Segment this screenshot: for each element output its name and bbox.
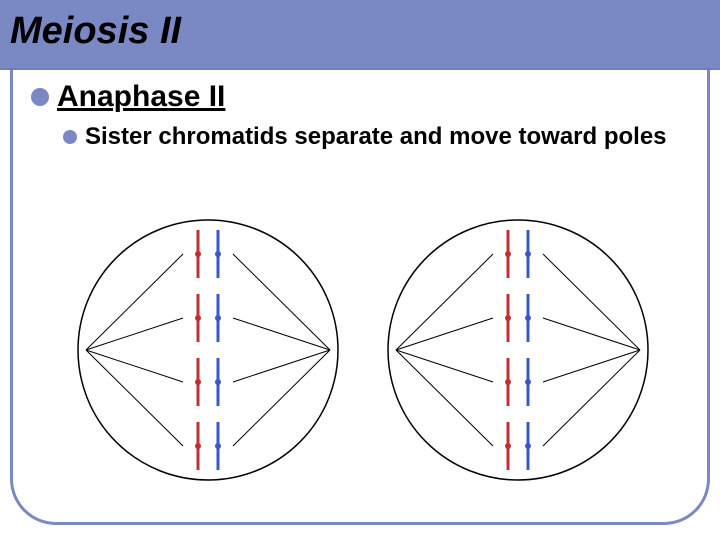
cell-diagram-row	[13, 210, 713, 490]
bullet-level1-text: Anaphase II	[57, 80, 225, 114]
slide-title: Meiosis II	[10, 10, 181, 53]
bullet-level2-text: Sister chromatids separate and move towa…	[85, 122, 667, 152]
bullet-level1: Anaphase II	[31, 80, 225, 114]
bullet-dot-icon	[31, 88, 49, 106]
slide: Meiosis II Anaphase II Sister chromatids…	[0, 0, 720, 540]
cell-diagram	[68, 210, 348, 490]
bullet-dot-icon	[63, 130, 77, 144]
content-card: Anaphase II Sister chromatids separate a…	[10, 70, 710, 525]
bullet-level2: Sister chromatids separate and move towa…	[63, 122, 677, 152]
cell-diagram	[378, 210, 658, 490]
